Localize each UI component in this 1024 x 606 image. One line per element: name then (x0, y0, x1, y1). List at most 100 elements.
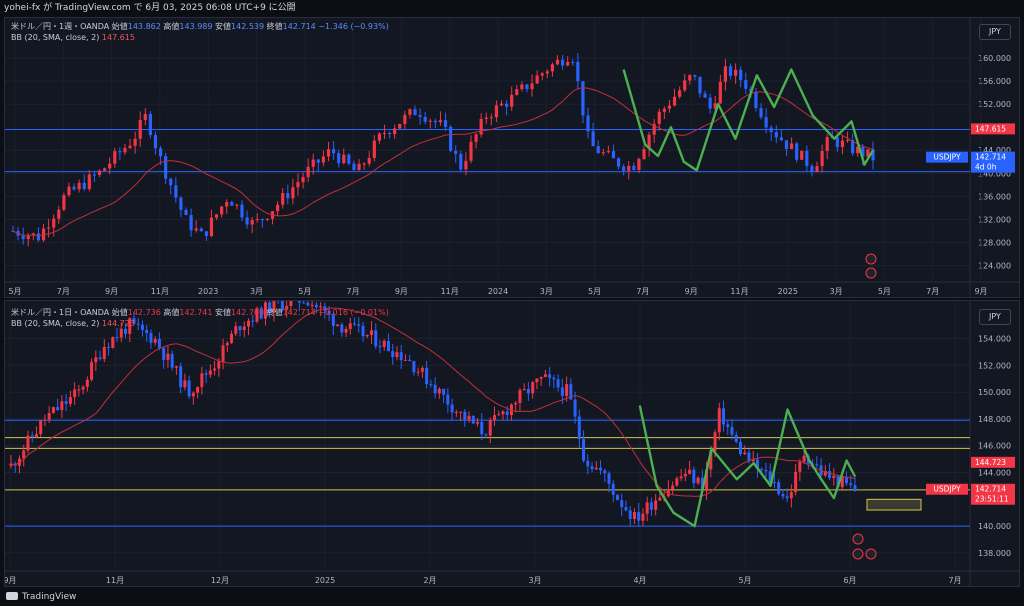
candle-body (321, 156, 326, 163)
candle-body (247, 320, 251, 327)
candle-body (535, 378, 539, 383)
candle-body (713, 103, 717, 109)
candle-body (467, 415, 471, 420)
candle-body (179, 366, 183, 388)
x-tick-label: 3月 (250, 287, 263, 296)
candle-body (667, 105, 672, 109)
price-tag (971, 151, 1015, 163)
price-tag-label: 144.723 (975, 458, 1006, 467)
candle-body (408, 359, 412, 362)
candle-body (107, 346, 111, 348)
candle-body (484, 434, 488, 436)
candle-body (82, 182, 86, 190)
candle-body (560, 387, 564, 396)
candle-body (199, 228, 203, 232)
candle-body (255, 308, 259, 322)
candle-body (705, 469, 709, 491)
candle-body (672, 96, 677, 106)
candle-body (352, 163, 356, 171)
candle-body (654, 500, 658, 510)
candle-body (582, 439, 586, 461)
y-tick-label: 146.000 (978, 442, 1011, 451)
candle-body (235, 204, 239, 206)
candle-body (815, 464, 819, 466)
candle-body (357, 324, 361, 326)
candle-body (781, 493, 785, 497)
symbol-tag-label: USDJPY (933, 485, 961, 494)
candle-body (268, 302, 272, 313)
candle-body (225, 202, 229, 207)
candle-body (133, 138, 137, 146)
candle-body (662, 108, 666, 112)
candle-body (764, 469, 768, 472)
weekly-chart-svg[interactable]: 160.000 156.000 152.000 144.000 140.000 136.0… (5, 18, 1020, 298)
daily-chart-svg[interactable]: 154.000 152.000 150.000 148.000 146.000 144.0… (5, 301, 1020, 587)
x-tick-label: 5月 (298, 287, 311, 296)
candle-body (221, 345, 225, 362)
candle-body (734, 69, 738, 76)
candle-body (768, 471, 772, 482)
daily-currency-button[interactable]: JPY (979, 309, 1011, 325)
candle-body (615, 494, 619, 501)
candle-body (382, 340, 386, 347)
candle-body (230, 333, 234, 344)
candle-body (649, 502, 653, 510)
candle-body (591, 131, 595, 147)
footer: TradingView (0, 589, 1024, 606)
x-tick-label: 11月 (106, 576, 124, 585)
symbol-tag (926, 483, 968, 495)
candle-body (718, 81, 722, 104)
candle-body (700, 477, 704, 491)
weekly-currency-button[interactable]: JPY (979, 24, 1011, 40)
weekly-open: 143.862 (127, 22, 161, 31)
candle-body (21, 235, 25, 240)
weekly-bb-value: 147.615 (101, 33, 135, 42)
weekly-low-label: 安値 (215, 22, 232, 31)
candle-body (128, 318, 132, 334)
candle-body (43, 419, 47, 421)
candle-body (565, 384, 569, 396)
wave-drawing-line (622, 68, 875, 172)
candle-body (510, 94, 514, 107)
candle-body (102, 346, 106, 360)
candle-body (480, 421, 484, 435)
daily-symbol: 米ドル／円・1日・OANDA (11, 308, 110, 317)
weekly-chart-pane[interactable]: 160.000 156.000 152.000 144.000 140.000 136.0… (4, 17, 1020, 298)
candle-body (522, 388, 526, 391)
candle-body (220, 206, 224, 215)
candle-body (739, 69, 743, 80)
daily-bb-label: BB (20, SMA, close, 2) (11, 319, 100, 328)
candle-body (347, 154, 351, 164)
candle-body (204, 373, 208, 375)
candle-body (459, 411, 463, 413)
candle-body (861, 146, 865, 157)
candle-body (556, 379, 560, 388)
candle-body (102, 168, 107, 171)
weekly-high-label: 高値 (163, 22, 180, 31)
candle-body (520, 84, 524, 90)
wave-drawing-line (638, 405, 857, 528)
candle-body (179, 197, 183, 210)
candle-body (52, 218, 56, 228)
daily-chart-pane[interactable]: 154.000 152.000 150.000 148.000 146.000 144.0… (4, 300, 1020, 587)
candle-body (760, 468, 764, 470)
candle-body (713, 432, 717, 451)
x-tick-label: 3月 (528, 576, 541, 585)
weekly-close: 142.714 (282, 22, 316, 31)
x-tick-label: 9月 (5, 576, 17, 585)
candle-body (514, 402, 518, 405)
candle-body (657, 111, 661, 124)
x-tick-label: 5月 (878, 287, 891, 296)
candle-body (449, 126, 453, 151)
candle-body (494, 105, 499, 118)
candle-body (622, 166, 626, 171)
candle-body (789, 143, 794, 150)
candle-body (391, 351, 395, 357)
candle-body (115, 336, 119, 338)
daily-legend: 米ドル／円・1日・OANDA 始値142.736 高値142.741 安値142… (11, 307, 389, 329)
candle-body (641, 513, 645, 521)
candle-body (310, 304, 314, 306)
candle-body (314, 304, 318, 308)
candle-body (548, 374, 552, 378)
price-tag-label: 142.714 (975, 153, 1006, 162)
